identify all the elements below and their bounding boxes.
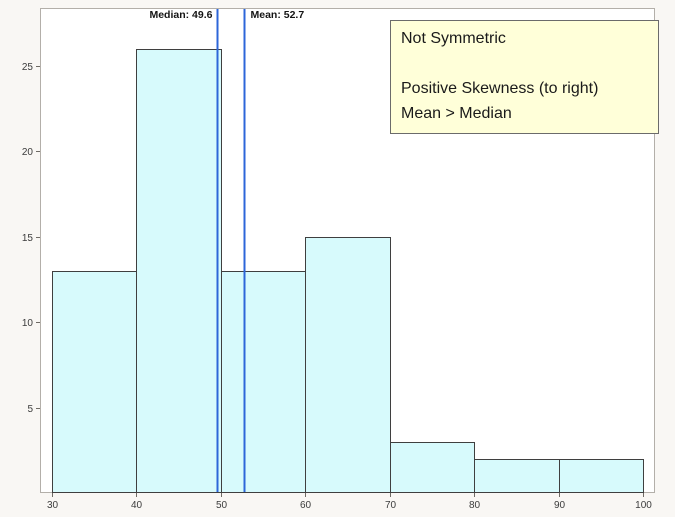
histogram-bar [474, 459, 560, 493]
histogram-bar [136, 49, 222, 493]
annotation-box: Not Symmetric Positive Skewness (to righ… [390, 20, 659, 134]
y-axis-tick-label: 5 [27, 404, 33, 415]
x-axis-tick-label: 50 [216, 500, 228, 511]
histogram-bar [221, 271, 306, 493]
y-axis-tick-label: 15 [22, 233, 34, 244]
x-axis-tick-label: 70 [385, 500, 397, 511]
x-axis-tick-label: 30 [47, 500, 59, 511]
annotation-line-symmetry: Not Symmetric [401, 30, 506, 47]
annotation-line-skewness: Positive Skewness (to right) [401, 80, 599, 97]
histogram-bar [559, 459, 644, 493]
histogram-bar [390, 442, 475, 493]
histogram-bar [52, 271, 137, 493]
annotation-line-mean-median: Mean > Median [401, 105, 512, 122]
y-axis-tick-label: 20 [22, 147, 34, 158]
annotation-line-blank [401, 51, 648, 76]
x-axis-tick-label: 100 [635, 500, 652, 511]
x-axis-tick-label: 60 [300, 500, 312, 511]
x-axis-tick-label: 40 [131, 500, 143, 511]
mean-label: Mean: 52.7 [251, 9, 305, 21]
x-axis-tick-label: 90 [554, 500, 566, 511]
x-axis-tick-label: 80 [469, 500, 481, 511]
median-label: Median: 49.6 [149, 9, 212, 21]
y-axis-tick-label: 25 [22, 62, 34, 73]
y-axis-tick-label: 10 [22, 318, 34, 329]
histogram-bar [305, 237, 391, 493]
